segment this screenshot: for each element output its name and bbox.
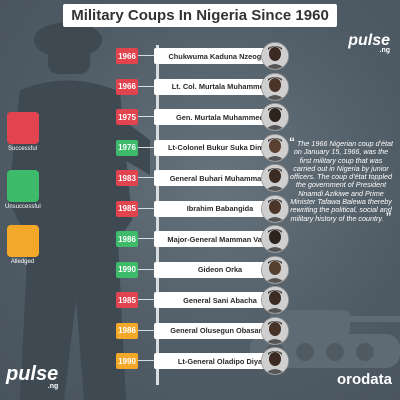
leader-portrait-icon — [261, 286, 289, 314]
row-connector — [138, 207, 156, 209]
history-quote: “ The 1966 Nigerian coup d'état on Janua… — [288, 136, 394, 224]
timeline-row: 1966 Lt. Col. Murtala Muhammed — [116, 72, 308, 101]
year-badge: 1976 — [116, 139, 138, 156]
coup-leader-name: Gen. Murtala Muhammed — [154, 109, 286, 125]
pulse-logo-text: pulse — [348, 32, 390, 49]
leader-portrait-icon — [261, 103, 289, 131]
row-connector — [138, 268, 156, 270]
row-connector — [138, 55, 156, 56]
legend-successful: Successful — [5, 112, 40, 152]
coup-leader-name: Lt-General Oladipo Diya — [154, 353, 286, 369]
timeline-row: 1975 Gen. Murtala Muhammed — [116, 103, 308, 131]
year-badge: 1990 — [116, 353, 138, 369]
leader-portrait-icon — [261, 225, 289, 253]
legend-unsuccessful: Unsuccessful — [5, 170, 41, 210]
coup-leader-name: Lt-Colonel Bukur Suka Dimka — [154, 139, 286, 156]
pulse-logo-suffix: .ng — [47, 383, 59, 390]
row-connector — [138, 116, 156, 117]
coup-leader-name: General Sani Abacha — [154, 292, 286, 308]
timeline-row: 1985 General Sani Abacha — [116, 286, 308, 314]
pulse-logo-top: pulse .ng — [348, 32, 390, 54]
row-connector — [138, 299, 156, 300]
leader-portrait-icon — [261, 316, 289, 345]
coup-leader-name: Chukwuma Kaduna Nzeogwu — [154, 48, 286, 64]
page-title: Military Coups In Nigeria Since 1960 — [63, 3, 337, 27]
orodata-logo: orodata — [336, 371, 392, 388]
year-badge: 1975 — [116, 109, 138, 125]
year-badge: 1983 — [116, 170, 138, 186]
coup-leader-name: Lt. Col. Murtala Muhammed — [154, 78, 286, 95]
year-badge: 1990 — [116, 261, 138, 278]
timeline-row: 1990 Gideon Orka — [116, 255, 308, 284]
timeline-row: 1985 Ibrahim Babangida — [116, 194, 308, 223]
row-connector — [138, 238, 156, 239]
row-connector — [138, 177, 156, 178]
year-badge: 1986 — [116, 231, 138, 247]
pulse-logo-bottom: pulse .ng — [6, 363, 58, 390]
year-badge: 1966 — [116, 48, 138, 64]
pulse-logo-suffix: .ng — [379, 47, 391, 54]
legend-label: Unsuccessful — [5, 204, 41, 210]
coup-leader-name: Ibrahim Babangida — [154, 200, 286, 217]
pulse-logo-text: pulse — [6, 363, 59, 385]
title-bar: Military Coups In Nigeria Since 1960 — [0, 0, 400, 30]
year-badge: 1986 — [116, 322, 138, 339]
year-badge: 1966 — [116, 78, 138, 95]
timeline-row: 1976 Lt-Colonel Bukur Suka Dimka — [116, 133, 308, 162]
row-connector — [138, 360, 156, 361]
year-badge: 1985 — [116, 200, 138, 217]
leader-portrait-icon — [261, 164, 289, 192]
legend-label: Alledged — [10, 259, 35, 265]
coup-leader-name: General Buhari Muhammadu — [154, 170, 286, 186]
year-badge: 1985 — [116, 292, 138, 308]
timeline-row: 1966 Chukwuma Kaduna Nzeogwu — [116, 42, 308, 70]
quote-open-icon: “ — [288, 135, 295, 149]
leader-portrait-icon — [261, 42, 289, 70]
row-connector — [138, 329, 156, 331]
timeline-row: 1986 General Olusegun Obasanjo — [116, 316, 308, 345]
coup-leader-name: Major-General Mamman Vatsa — [154, 231, 286, 247]
timeline-row: 1986 Major-General Mamman Vatsa — [116, 225, 308, 253]
leader-portrait-icon — [261, 194, 289, 223]
timeline-row: 1983 General Buhari Muhammadu — [116, 164, 308, 192]
quote-text: The 1966 Nigerian coup d'état on January… — [289, 139, 394, 223]
leader-portrait-icon — [261, 72, 289, 101]
legend-alledged: Alledged — [5, 225, 40, 265]
coup-leader-name: Gideon Orka — [154, 261, 286, 278]
quote-close-icon: ” — [385, 209, 392, 224]
leader-portrait-icon — [261, 347, 289, 375]
soldier-silhouette — [8, 22, 150, 400]
legend-swatch-orange — [6, 225, 39, 257]
legend-swatch-red — [6, 112, 39, 144]
row-connector — [138, 85, 156, 87]
leader-portrait-icon — [261, 255, 289, 284]
row-connector — [138, 146, 156, 148]
legend-swatch-green — [6, 170, 39, 202]
timeline-row: 1990 Lt-General Oladipo Diya — [116, 347, 308, 375]
coup-leader-name: General Olusegun Obasanjo — [154, 322, 286, 339]
legend-label: Successful — [7, 146, 37, 152]
leader-portrait-icon — [261, 133, 289, 162]
